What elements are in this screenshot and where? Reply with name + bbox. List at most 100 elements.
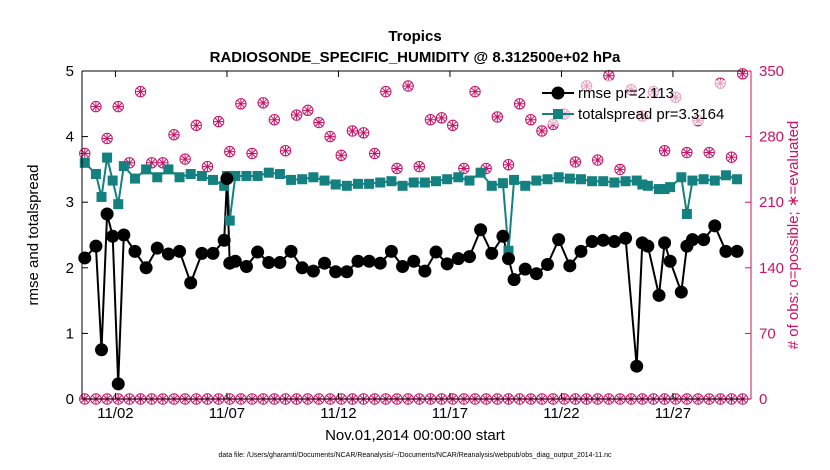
totalspread-point <box>241 170 252 181</box>
totalspread-point <box>564 173 575 184</box>
totalspread-point <box>486 180 497 191</box>
totalspread-point <box>609 177 620 188</box>
rmse-point <box>273 256 287 270</box>
y-tick-label-right: 210 <box>759 194 784 211</box>
totalspread-point <box>263 167 274 178</box>
rmse-point <box>501 252 515 266</box>
obs-possible-point <box>614 163 626 176</box>
obs-evaluated-point <box>603 70 614 81</box>
totalspread-point <box>654 184 665 195</box>
obs-possible-point <box>357 127 370 139</box>
obs-possible-point <box>569 156 582 168</box>
totalspread-point <box>163 164 174 175</box>
totalspread-point <box>79 157 90 168</box>
rmse-point <box>111 377 125 391</box>
y-axis-label: rmse and totalspread <box>25 165 42 306</box>
obs-evaluated-point <box>726 152 737 163</box>
rmse-point <box>496 229 510 243</box>
obs-evaluated-point <box>514 98 525 109</box>
obs-evaluated-point <box>403 81 414 91</box>
obs-evaluated-point <box>269 114 280 125</box>
totalspread-point <box>352 178 363 189</box>
legend-marker-totalspread <box>553 109 563 119</box>
rmse-point <box>541 258 555 272</box>
obs-evaluated-point <box>436 112 447 123</box>
rmse-point <box>89 239 103 253</box>
rmse-point <box>239 259 253 273</box>
totalspread-point <box>118 161 129 172</box>
rmse-point <box>373 256 387 270</box>
obs-evaluated-point <box>157 157 168 168</box>
rmse-point <box>407 254 421 268</box>
rmse-point <box>206 246 220 260</box>
totalspread-point <box>553 172 564 183</box>
obs-evaluated-point <box>291 110 302 120</box>
totalspread-point <box>90 168 101 179</box>
totalspread-point <box>141 164 152 175</box>
obs-evaluated-point <box>235 98 246 109</box>
totalspread-point <box>107 175 118 186</box>
obs-evaluated-point <box>358 127 369 138</box>
rmse-point <box>451 252 465 266</box>
obs-evaluated-point <box>458 163 469 174</box>
obs-possible-point <box>391 162 403 175</box>
rmse-point <box>574 244 588 258</box>
y-tick-label-right: 0 <box>759 391 767 408</box>
obs-evaluated-point <box>380 86 391 97</box>
totalspread-point <box>431 176 442 187</box>
chart-title: Tropics <box>388 28 441 45</box>
obs-evaluated-point <box>247 148 257 159</box>
rmse-point <box>384 244 398 258</box>
rmse-point <box>418 264 432 278</box>
rmse-point <box>295 261 309 275</box>
rmse-point <box>329 265 343 279</box>
legend-box <box>538 80 745 125</box>
obs-evaluated-point <box>224 146 235 157</box>
obs-possible-point <box>145 157 158 169</box>
chart-subtitle: RADIOSONDE_SPECIFIC_HUMIDITY @ 8.312500e… <box>210 49 621 66</box>
obs-possible-point <box>491 111 504 123</box>
totalspread-point <box>219 180 230 191</box>
obs-possible-point <box>101 132 113 145</box>
totalspread-point <box>308 172 319 183</box>
rmse-point <box>396 259 410 273</box>
totalspread-point <box>631 175 642 186</box>
obs-evaluated-point <box>503 159 514 170</box>
totalspread-point <box>720 170 731 181</box>
obs-evaluated-point <box>191 120 202 131</box>
rmse-point <box>440 257 454 271</box>
rmse-point <box>462 250 476 264</box>
y-tick-label: 5 <box>66 63 74 80</box>
obs-possible-point <box>502 159 515 171</box>
rmse-point <box>708 219 722 233</box>
totalspread-point <box>659 184 670 195</box>
obs-possible-point <box>447 119 459 132</box>
obs-evaluated-point <box>659 145 670 156</box>
rmse-point <box>306 264 320 278</box>
obs-possible-point <box>224 145 236 158</box>
rmse-point <box>195 246 209 260</box>
totalspread-point <box>319 175 330 186</box>
obs-evaluated-point <box>169 129 179 140</box>
rmse-point <box>596 233 610 247</box>
totalspread-point <box>665 182 676 193</box>
totalspread-point <box>341 180 352 191</box>
obs-possible-point <box>725 151 738 163</box>
y-tick-label: 1 <box>66 325 74 342</box>
totalspread-point <box>620 176 631 187</box>
obs-possible-point <box>302 104 314 117</box>
obs-possible-point <box>201 160 214 173</box>
rmse-point <box>106 229 120 243</box>
rmse-point <box>507 273 521 287</box>
obs-evaluated-point <box>102 133 113 144</box>
totalspread-point <box>196 170 207 181</box>
rmse-point <box>585 235 599 249</box>
obs-evaluated-point <box>704 147 715 158</box>
obs-evaluated-point <box>146 157 157 168</box>
obs-possible-point <box>658 144 671 157</box>
totalspread-point <box>687 175 698 186</box>
y-tick-label: 4 <box>66 129 74 146</box>
rmse-point <box>719 244 733 258</box>
totalspread-point <box>531 175 542 186</box>
totalspread-point <box>96 191 107 202</box>
